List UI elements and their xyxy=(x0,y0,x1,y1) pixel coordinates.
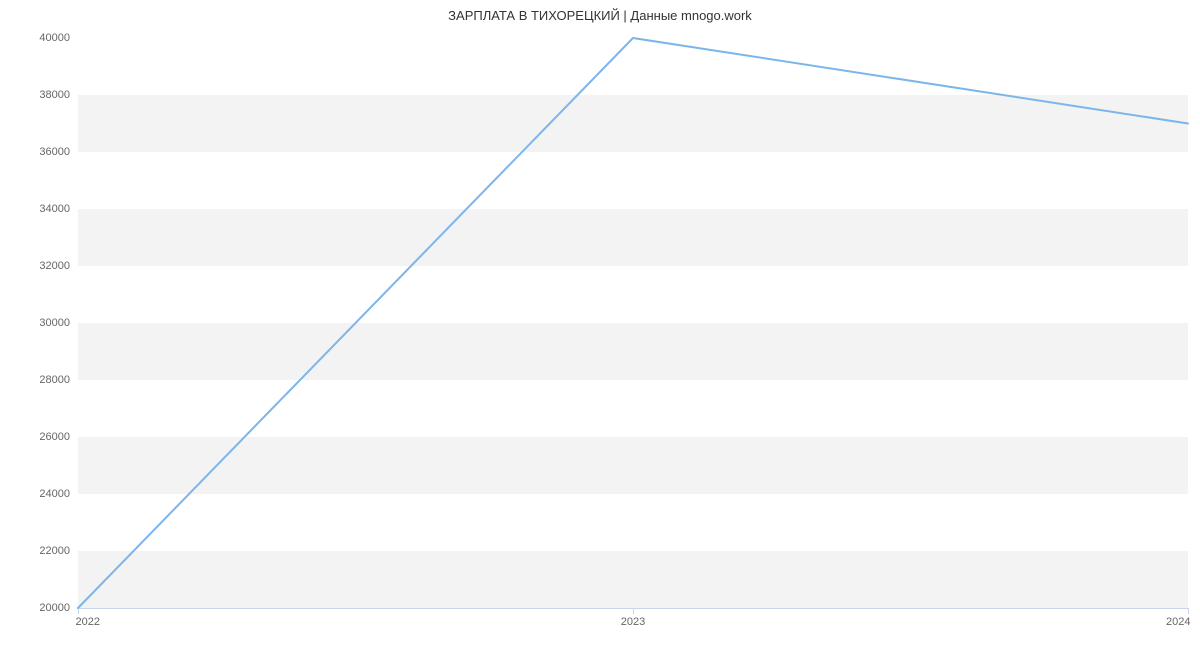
series-line-layer xyxy=(78,38,1188,608)
y-axis-tick-label: 40000 xyxy=(39,32,78,44)
y-axis-tick-label: 34000 xyxy=(39,203,78,215)
y-axis-tick-label: 38000 xyxy=(39,89,78,101)
plot-area: 2000022000240002600028000300003200034000… xyxy=(78,38,1188,608)
salary-series-line xyxy=(78,38,1188,608)
y-axis-tick-label: 36000 xyxy=(39,146,78,158)
chart-title: ЗАРПЛАТА В ТИХОРЕЦКИЙ | Данные mnogo.wor… xyxy=(0,8,1200,23)
y-axis-tick-label: 32000 xyxy=(39,260,78,272)
x-axis-tick-label: 2022 xyxy=(76,608,100,628)
y-axis-tick-label: 20000 xyxy=(39,602,78,614)
y-axis-tick-label: 26000 xyxy=(39,431,78,443)
salary-line-chart: ЗАРПЛАТА В ТИХОРЕЦКИЙ | Данные mnogo.wor… xyxy=(0,0,1200,650)
x-axis-tick-label: 2024 xyxy=(1166,608,1190,628)
x-axis-tick-label: 2023 xyxy=(621,608,645,628)
y-axis-tick-label: 30000 xyxy=(39,317,78,329)
y-axis-tick-label: 24000 xyxy=(39,488,78,500)
y-axis-tick-label: 22000 xyxy=(39,545,78,557)
y-axis-tick-label: 28000 xyxy=(39,374,78,386)
